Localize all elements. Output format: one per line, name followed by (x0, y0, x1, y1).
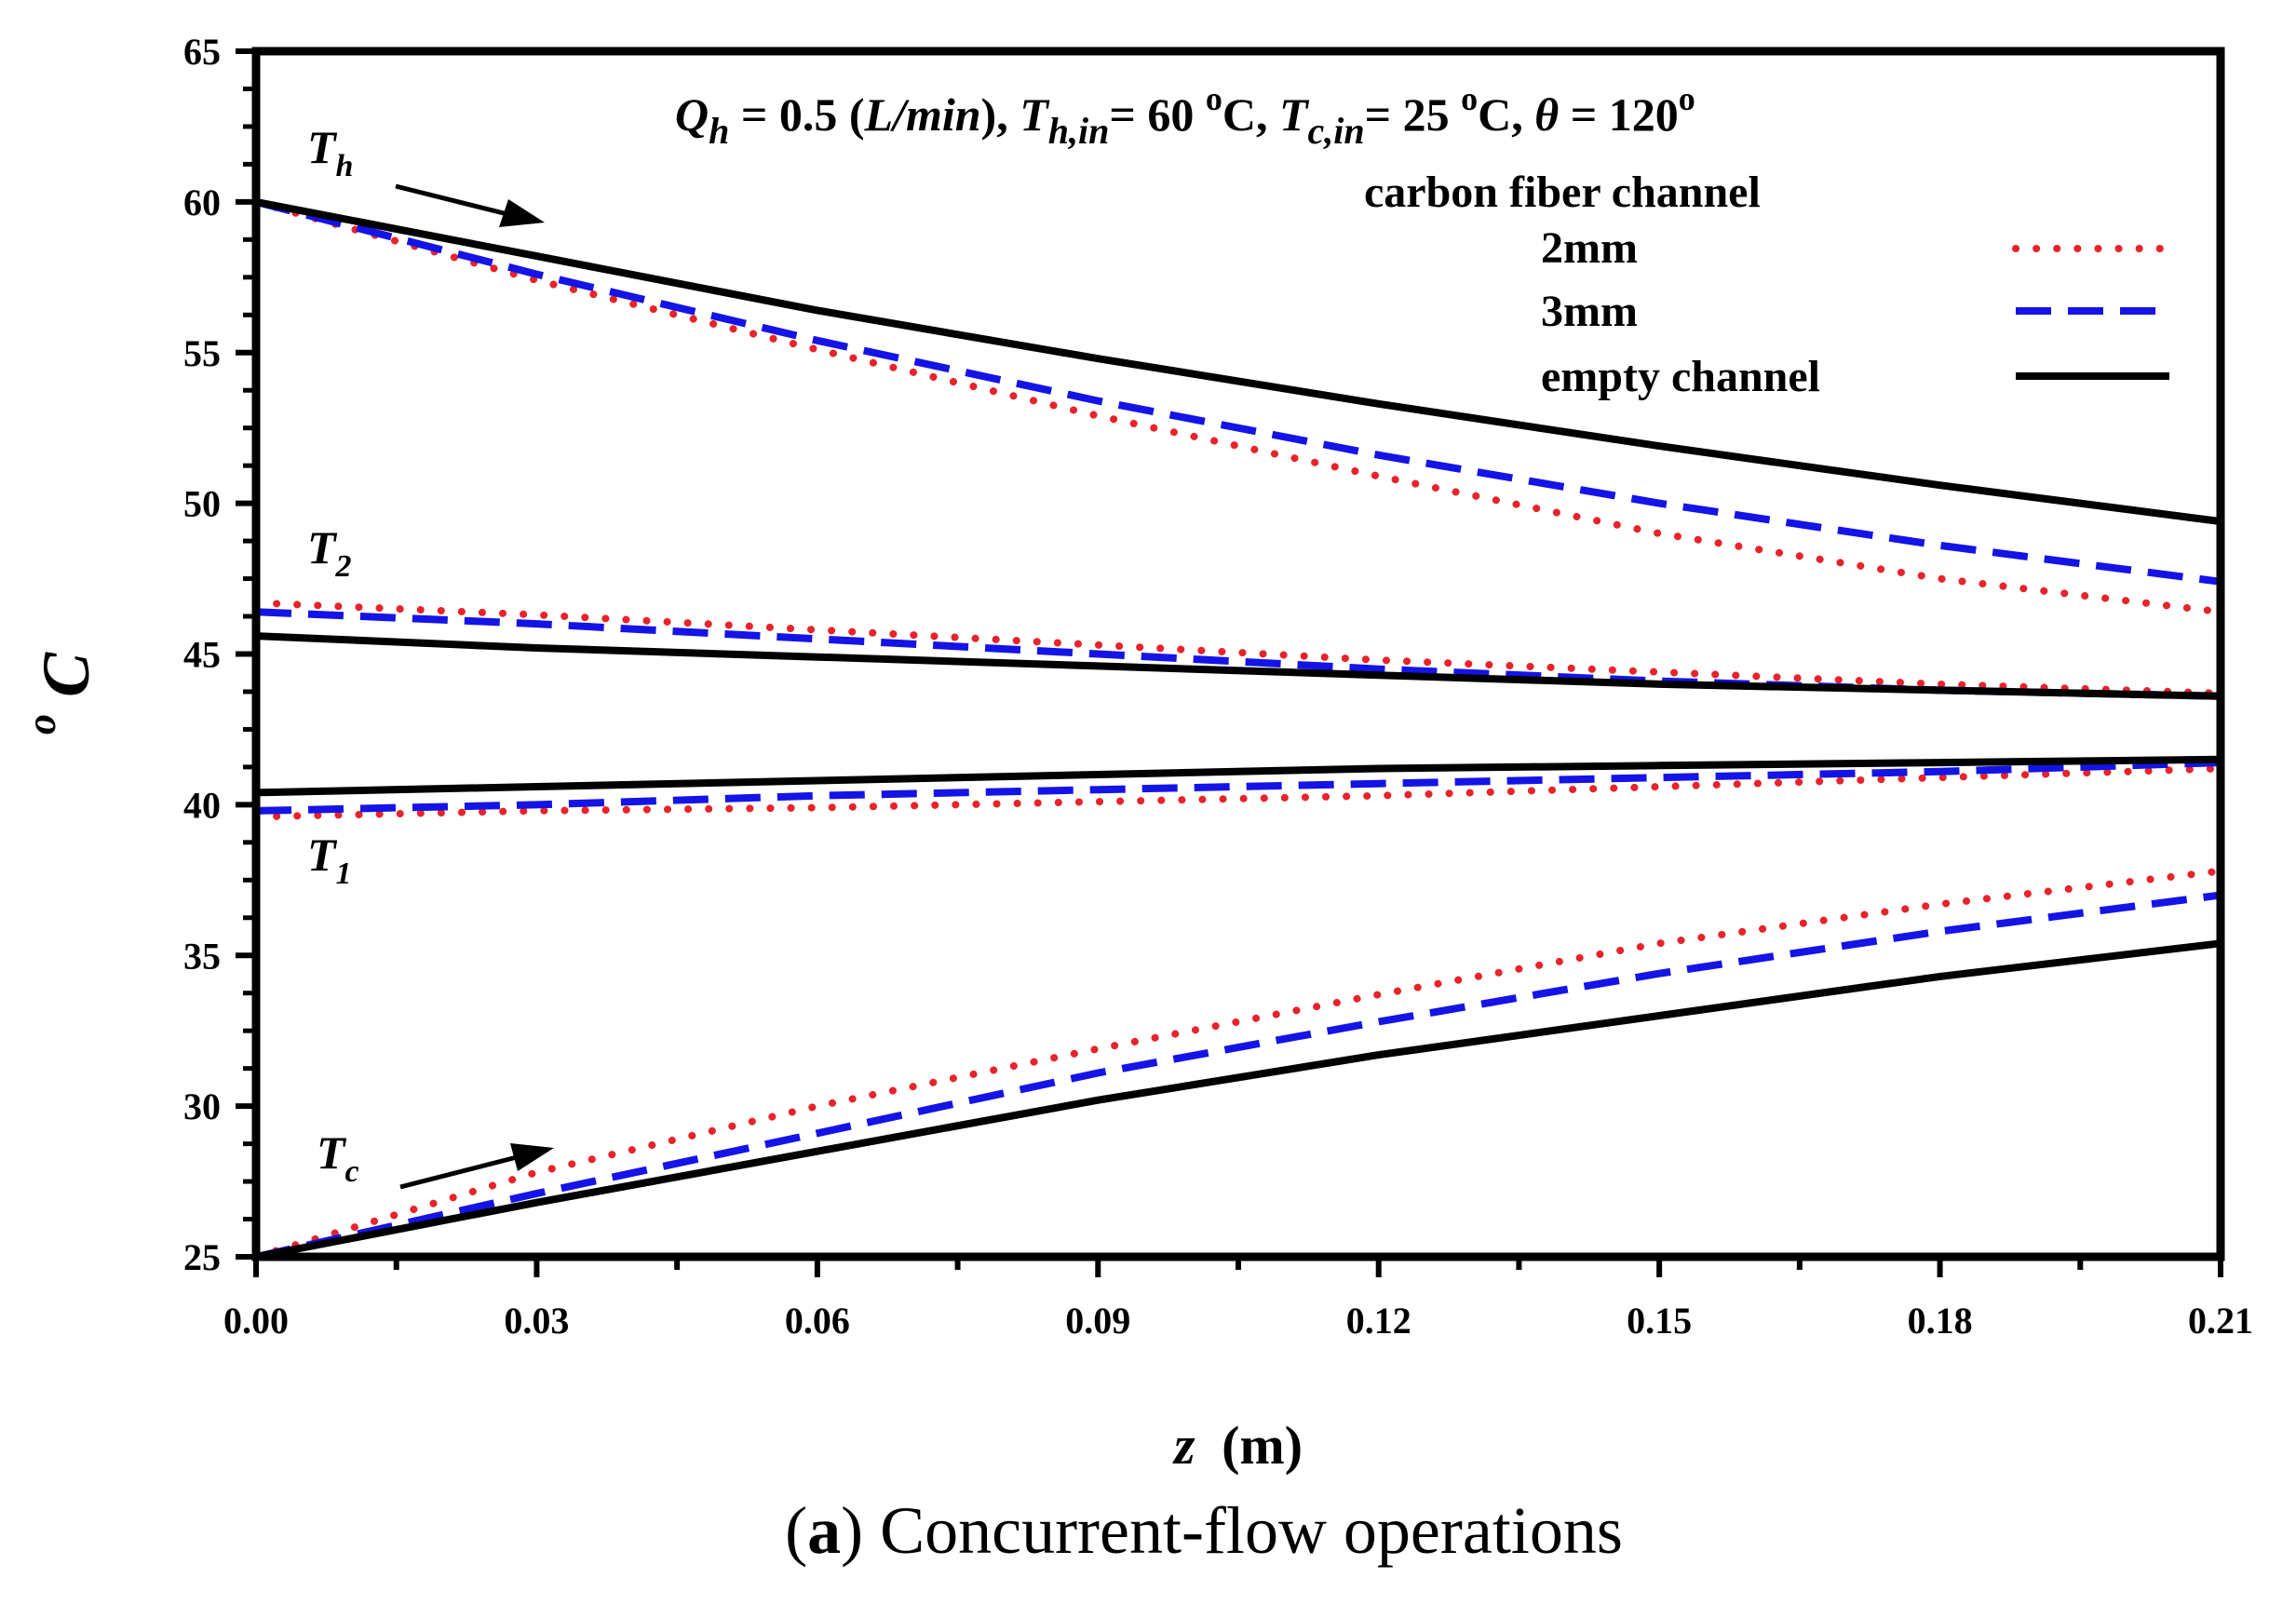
series-line-tc-empty (255, 939, 2222, 1261)
y-tick-label: 35 (183, 935, 221, 977)
annotation-t1-sub: 1 (336, 856, 352, 891)
annotation-th-arrow-shaft (395, 183, 508, 217)
x-tick-label: 0.00 (223, 1300, 289, 1342)
series-line-t2-3mm (255, 608, 2222, 700)
series-line-th-3mm (255, 198, 2222, 586)
cond-q-sub: h (709, 110, 729, 152)
cond-th-sub: h,in (1048, 110, 1110, 152)
series-line-t1-2mm (252, 764, 2224, 821)
cond-tc-sub: c,in (1308, 110, 1365, 152)
series-line-th-empty (255, 197, 2222, 526)
cond-q-val: = 0.5 ( (729, 88, 864, 141)
cond-tc-sym: T (1279, 88, 1310, 141)
x-axis-title: z (m) (1172, 1415, 1303, 1476)
cond-q-sym: Q (675, 88, 709, 141)
x-tick-label: 0.21 (2188, 1300, 2253, 1342)
y-axis-title-sup: o (19, 714, 64, 735)
annotation-t2-sub: 2 (335, 549, 352, 584)
series-line-t1-3mm (255, 759, 2222, 815)
y-tick-label: 30 (183, 1086, 221, 1127)
x-tick-label: 0.18 (1908, 1300, 1973, 1342)
y-tick-label: 50 (183, 483, 221, 525)
legend-label-empty: empty channel (1541, 352, 1820, 401)
y-tick-label: 40 (183, 784, 221, 826)
y-tick-label: 45 (183, 634, 221, 676)
x-tick-label: 0.12 (1346, 1300, 1411, 1342)
svg-text:o C: o C (0, 652, 103, 735)
x-tick-label: 0.03 (504, 1300, 569, 1342)
x-axis-title-var: z (1172, 1415, 1195, 1476)
caption-letter: a (807, 1493, 841, 1568)
caption-text: ) Concurrent-flow operations (841, 1493, 1623, 1568)
x-tick-label: 0.06 (785, 1300, 850, 1342)
x-axis: 0.00 0.03 0.06 0.09 0.12 0.15 0.18 0.21 (223, 1257, 2253, 1342)
y-tick-label: 25 (183, 1236, 221, 1278)
annotation-th-main: T (307, 121, 338, 173)
cond-q-unit: L/min (864, 88, 981, 141)
annotation-tc-arrow-shaft (399, 1154, 518, 1190)
annotation-th: Th (307, 121, 353, 183)
series-line-th-2mm (252, 197, 2224, 616)
cond-theta-sup: o (1679, 80, 1695, 117)
figure-caption: (a) Concurrent-flow operations (785, 1493, 1623, 1568)
series-line-t2-empty (255, 632, 2222, 700)
series-line-tc-2mm (252, 867, 2224, 1261)
cond-tc-val: = 25 (1365, 88, 1462, 141)
x-tick-label: 0.15 (1627, 1300, 1692, 1342)
y-axis-title: o C (0, 652, 103, 735)
annotation-t1: T1 (307, 829, 352, 891)
annotation-t2-main: T (307, 521, 338, 573)
cond-th-val: = 60 (1109, 88, 1206, 141)
cond-th-sym: T (1020, 88, 1050, 141)
cond-tc-sup: o (1461, 80, 1478, 117)
caption-open: ( (785, 1493, 807, 1568)
cond-theta-val: = 120 (1559, 88, 1679, 141)
cond-theta-sym: θ (1534, 88, 1559, 141)
x-axis-title-unit: (m) (1222, 1415, 1303, 1476)
y-tick-label: 55 (183, 332, 221, 374)
y-axis: 25 30 35 40 45 50 55 60 65 (183, 31, 256, 1278)
annotations: Th T2 T1 Tc (307, 121, 554, 1190)
cond-th-sup: o (1206, 80, 1222, 117)
cond-th-unit: C, (1222, 88, 1279, 141)
x-tick-label: 0.09 (1065, 1300, 1130, 1342)
cond-tc-unit: C, (1478, 88, 1534, 141)
series-line-t2-2mm (252, 599, 2224, 697)
conditions-text: Qh = 0.5 (L/min), Th,in= 60 oC, Tc,in= 2… (675, 80, 1695, 152)
series-line-t1-empty (255, 755, 2222, 797)
annotation-tc-main: T (317, 1126, 347, 1179)
annotation-th-arrowhead (499, 199, 545, 227)
annotation-tc-sub: c (345, 1154, 359, 1189)
annotation-tc-arrowhead (510, 1143, 554, 1171)
annotation-th-sub: h (336, 149, 354, 183)
y-axis-title-main: C (29, 652, 103, 697)
legend-label-2mm: 2mm (1541, 223, 1638, 273)
y-tick-label: 60 (183, 182, 221, 223)
annotation-t1-main: T (307, 829, 338, 881)
y-tick-label: 65 (183, 31, 221, 73)
legend-title: carbon fiber channel (1364, 168, 1761, 217)
annotation-t2: T2 (307, 521, 352, 584)
annotation-tc: Tc (317, 1126, 359, 1189)
legend-label-3mm: 3mm (1541, 287, 1638, 336)
legend: carbon fiber channel 2mm 3mm empty chann… (1364, 168, 2173, 401)
series-line-tc-3mm (255, 891, 2222, 1261)
cond-q-close: ), (981, 88, 1020, 141)
series-layer (252, 197, 2224, 1261)
